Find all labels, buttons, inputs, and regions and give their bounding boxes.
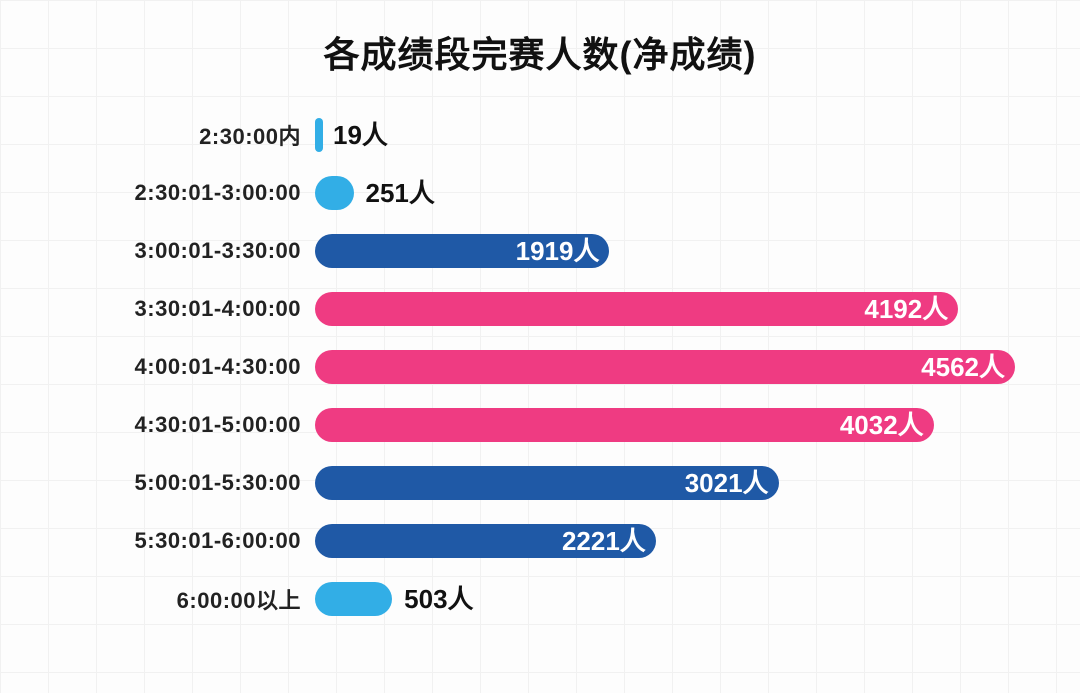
bar xyxy=(315,292,958,326)
bar-track: 1919人 xyxy=(315,234,1030,268)
bar-track: 19人 xyxy=(315,118,1030,152)
bar-row: 4:30:01-5:00:00 4032人 xyxy=(90,408,1030,442)
category-label: 4:00:01-4:30:00 xyxy=(90,354,315,380)
category-label: 3:30:01-4:00:00 xyxy=(90,296,315,322)
bar-row: 4:00:01-4:30:00 4562人 xyxy=(90,350,1030,384)
value-label: 503人 xyxy=(404,582,473,616)
bar xyxy=(315,350,1015,384)
value-label: 3021人 xyxy=(685,466,769,500)
bar xyxy=(315,176,354,210)
value-label: 4032人 xyxy=(840,408,924,442)
bar-row: 2:30:00内 19人 xyxy=(90,118,1030,152)
bar-track: 3021人 xyxy=(315,466,1030,500)
value-label: 4192人 xyxy=(864,292,948,326)
category-label: 2:30:01-3:00:00 xyxy=(90,180,315,206)
chart-title: 各成绩段完赛人数(净成绩) xyxy=(0,0,1080,78)
bar-row: 6:00:00以上 503人 xyxy=(90,582,1030,616)
bar-track: 4562人 xyxy=(315,350,1030,384)
category-label: 5:00:01-5:30:00 xyxy=(90,470,315,496)
bar-row: 5:30:01-6:00:00 2221人 xyxy=(90,524,1030,558)
value-label: 19人 xyxy=(333,118,388,152)
category-label: 3:00:01-3:30:00 xyxy=(90,238,315,264)
value-label: 251人 xyxy=(366,176,435,210)
bar-track: 251人 xyxy=(315,176,1030,210)
category-label: 2:30:00内 xyxy=(90,119,315,151)
category-label: 4:30:01-5:00:00 xyxy=(90,412,315,438)
bar-row: 3:30:01-4:00:00 4192人 xyxy=(90,292,1030,326)
bar-track: 2221人 xyxy=(315,524,1030,558)
bar-row: 5:00:01-5:30:00 3021人 xyxy=(90,466,1030,500)
finish-time-distribution-chart: 2:30:00内 19人 2:30:01-3:00:00 251人 3:00:01-3:… xyxy=(90,118,1030,616)
value-label: 2221人 xyxy=(562,524,646,558)
bar-row: 3:00:01-3:30:00 1919人 xyxy=(90,234,1030,268)
category-label: 5:30:01-6:00:00 xyxy=(90,528,315,554)
bar-track: 4192人 xyxy=(315,292,1030,326)
bar-row: 2:30:01-3:00:00 251人 xyxy=(90,176,1030,210)
category-label: 6:00:00以上 xyxy=(90,583,315,615)
value-label: 4562人 xyxy=(921,350,1005,384)
bar xyxy=(315,118,323,152)
bar-track: 503人 xyxy=(315,582,1030,616)
value-label: 1919人 xyxy=(516,234,600,268)
bar xyxy=(315,582,392,616)
bar-track: 4032人 xyxy=(315,408,1030,442)
